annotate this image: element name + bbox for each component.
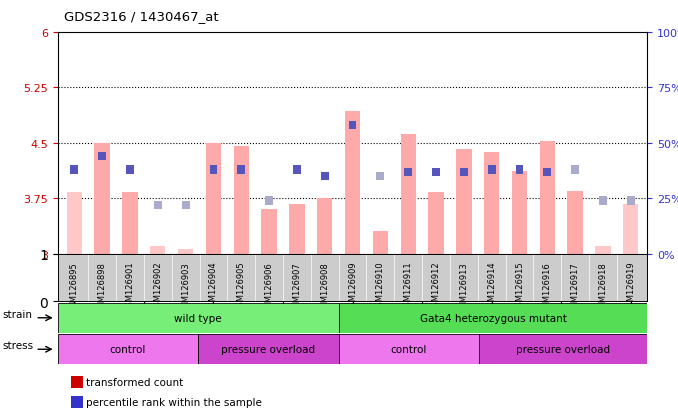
Bar	[265, 197, 273, 205]
Text: strain: strain	[2, 309, 32, 319]
Bar	[512, 171, 527, 254]
Bar	[456, 150, 471, 254]
Bar	[262, 210, 277, 254]
Bar	[94, 143, 110, 254]
Bar	[58, 303, 338, 333]
Text: GSM126908: GSM126908	[320, 261, 330, 312]
Bar	[71, 166, 78, 174]
Text: control: control	[391, 344, 427, 354]
Bar	[178, 249, 193, 254]
Text: GDS2316 / 1430467_at: GDS2316 / 1430467_at	[64, 10, 219, 23]
Bar	[572, 166, 579, 174]
Text: GSM126902: GSM126902	[153, 261, 162, 312]
Bar	[234, 147, 249, 254]
Text: GSM126912: GSM126912	[431, 261, 441, 312]
Bar	[66, 192, 82, 254]
Text: GSM126916: GSM126916	[543, 261, 552, 312]
Bar	[567, 191, 583, 254]
Bar	[515, 166, 523, 174]
Bar	[58, 335, 198, 364]
Bar	[623, 205, 639, 254]
Bar	[210, 166, 218, 174]
Text: control: control	[110, 344, 146, 354]
Bar	[198, 335, 338, 364]
Bar	[237, 166, 245, 174]
Text: GSM126915: GSM126915	[515, 261, 524, 312]
Bar	[599, 197, 607, 205]
Bar	[345, 112, 360, 254]
Text: GSM126918: GSM126918	[599, 261, 607, 312]
Text: GSM126913: GSM126913	[460, 261, 468, 312]
Text: GSM126909: GSM126909	[348, 261, 357, 312]
Text: GSM126919: GSM126919	[626, 261, 635, 312]
Bar	[126, 166, 134, 174]
Bar	[98, 153, 106, 161]
Text: GSM126901: GSM126901	[125, 261, 134, 312]
Text: transformed count: transformed count	[86, 377, 183, 387]
Bar	[182, 201, 190, 209]
Bar	[317, 199, 332, 254]
Bar	[404, 168, 412, 176]
Text: GSM126914: GSM126914	[487, 261, 496, 312]
Bar	[487, 166, 496, 174]
Text: wild type: wild type	[174, 313, 222, 323]
Bar	[627, 197, 635, 205]
Bar	[484, 152, 499, 254]
Bar	[428, 193, 443, 254]
Bar	[338, 335, 479, 364]
Text: GSM126917: GSM126917	[571, 261, 580, 312]
Text: pressure overload: pressure overload	[221, 344, 315, 354]
Text: GSM126910: GSM126910	[376, 261, 385, 312]
Bar	[206, 143, 221, 254]
Bar	[540, 142, 555, 254]
Bar	[293, 166, 301, 174]
Text: GSM126895: GSM126895	[70, 261, 79, 312]
Bar	[122, 192, 138, 254]
Bar	[154, 201, 161, 209]
Text: GSM126905: GSM126905	[237, 261, 245, 312]
Text: GSM126906: GSM126906	[264, 261, 274, 312]
Text: GSM126898: GSM126898	[98, 261, 106, 312]
Bar	[460, 168, 468, 176]
Text: GSM126907: GSM126907	[292, 261, 302, 312]
Text: GSM126904: GSM126904	[209, 261, 218, 312]
Bar	[595, 247, 611, 254]
Bar	[479, 335, 647, 364]
Bar	[338, 303, 647, 333]
Bar	[432, 168, 440, 176]
Text: Gata4 heterozygous mutant: Gata4 heterozygous mutant	[420, 313, 566, 323]
Text: GSM126903: GSM126903	[181, 261, 190, 312]
Bar	[544, 168, 551, 176]
Bar	[376, 173, 384, 181]
Text: stress: stress	[2, 340, 33, 350]
Text: percentile rank within the sample: percentile rank within the sample	[86, 397, 262, 407]
Bar	[401, 135, 416, 254]
Bar	[373, 232, 388, 254]
Bar	[150, 247, 165, 254]
Text: GSM126911: GSM126911	[403, 261, 413, 312]
Bar	[348, 122, 357, 130]
Bar	[290, 205, 304, 254]
Bar	[321, 173, 329, 181]
Text: pressure overload: pressure overload	[516, 344, 610, 354]
